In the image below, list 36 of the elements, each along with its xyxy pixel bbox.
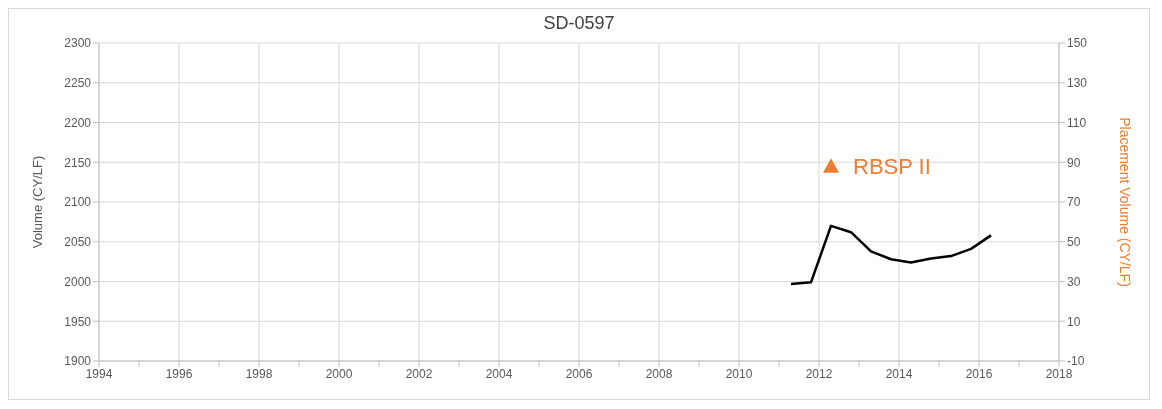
x-tick-label: 2010 <box>725 366 753 381</box>
x-tick-label: 2008 <box>645 366 673 381</box>
x-tick-label: 2002 <box>405 366 433 381</box>
y2-tick-label: 90 <box>1067 155 1081 170</box>
y2-tick-label: 150 <box>1067 36 1088 51</box>
x-tick-label: 2004 <box>485 366 513 381</box>
y2-axis-title: Placement Volume (CY/LF) <box>1117 117 1134 287</box>
x-tick-label: 2014 <box>885 366 913 381</box>
y-tick-label: 2250 <box>64 76 92 91</box>
y2-tick-label: 30 <box>1067 274 1081 289</box>
y-tick-label: 2050 <box>64 235 92 250</box>
y2-tick-label: 50 <box>1067 235 1081 250</box>
y2-tick-label: 130 <box>1067 76 1088 91</box>
line-series <box>789 224 993 286</box>
y2-tick-label: -10 <box>1067 354 1085 369</box>
x-tick-label: 1998 <box>245 366 273 381</box>
y-tick-label: 2200 <box>64 115 92 130</box>
y-tick-label: 2300 <box>64 36 92 51</box>
chart-title: SD-0597 <box>542 13 616 34</box>
x-tick-label: 2006 <box>565 366 593 381</box>
y-tick-label: 1950 <box>64 314 92 329</box>
y-tick-label: 2150 <box>64 155 92 170</box>
y-tick-label: 2100 <box>64 195 92 210</box>
series-label: RBSP II <box>853 154 931 180</box>
y-axis-title: Volume (CY/LF) <box>29 155 45 249</box>
x-tick-label: 2012 <box>805 366 833 381</box>
x-tick-label: 1996 <box>165 366 193 381</box>
y2-tick-label: 10 <box>1067 314 1081 329</box>
y2-tick-label: 70 <box>1067 195 1081 210</box>
x-tick-label: 2016 <box>965 366 993 381</box>
x-tick-label: 2018 <box>1045 366 1073 381</box>
y-tick-label: 2000 <box>64 274 92 289</box>
x-tick-label: 2000 <box>325 366 353 381</box>
y2-tick-label: 110 <box>1067 115 1087 130</box>
x-tick-label: 1994 <box>85 366 113 381</box>
y-tick-label: 1900 <box>64 354 92 369</box>
